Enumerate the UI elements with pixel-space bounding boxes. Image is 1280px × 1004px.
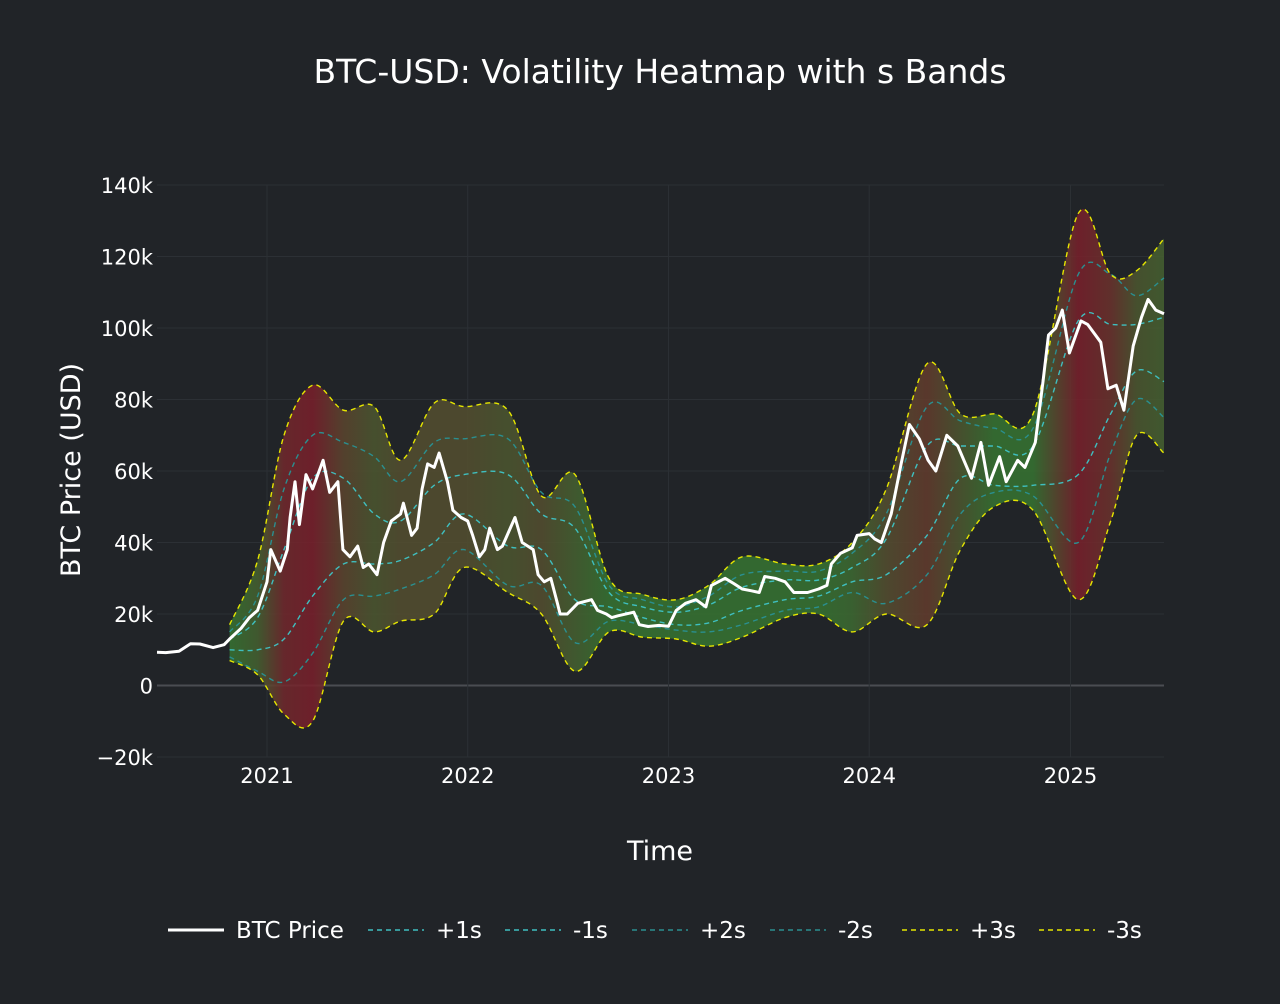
legend-item[interactable]: BTC Price [168, 918, 344, 944]
price-line-layer [156, 297, 1165, 655]
x-tick-label: 2024 [842, 764, 895, 788]
x-tick-label: 2021 [240, 764, 293, 788]
band-line-plus2s [229, 261, 1165, 633]
y-tick-label: 40k [114, 532, 154, 556]
y-tick-label: 80k [114, 389, 154, 413]
band-line-minus3s [229, 431, 1165, 729]
x-tick-label: 2025 [1044, 764, 1097, 788]
legend-item[interactable]: -2s [770, 918, 873, 944]
legend-label: -2s [838, 918, 873, 944]
legend-item[interactable]: +3s [902, 918, 1016, 944]
axes: −20k 0 20k 40k 60k 80k 100k 120k 140k 2021 2022 202… [97, 174, 1098, 788]
legend-item[interactable]: +2s [632, 918, 746, 944]
legend-label: -1s [573, 918, 608, 944]
band-line-minus1s [229, 369, 1165, 652]
x-tick-label: 2022 [441, 764, 494, 788]
y-tick-label: 60k [114, 460, 154, 484]
y-tick-label: 100k [101, 317, 154, 341]
legend-item[interactable]: +1s [368, 918, 482, 944]
band-line-plus3s [228, 208, 1165, 625]
y-axis-title: BTC Price (USD) [56, 363, 87, 577]
sigma-band-lines [228, 208, 1165, 729]
y-tick-label: 120k [101, 246, 154, 270]
legend-label: -3s [1107, 918, 1142, 944]
y-tick-label: 140k [101, 174, 154, 198]
x-axis-title: Time [626, 836, 693, 867]
legend: BTC Price +1s -1s +2s -2s +3s -3s [168, 918, 1142, 944]
y-tick-label: 20k [114, 603, 154, 627]
y-tick-label: −20k [97, 746, 154, 770]
legend-label: +2s [700, 918, 746, 944]
legend-label: BTC Price [236, 918, 344, 944]
volatility-heatmap-area [229, 209, 1165, 729]
legend-label: +3s [970, 918, 1016, 944]
legend-item[interactable]: -3s [1039, 918, 1142, 944]
band-line-plus1s [229, 312, 1165, 640]
band-line-minus2s [229, 397, 1165, 684]
x-tick-label: 2023 [642, 764, 695, 788]
volatility-heatmap-fill [229, 209, 1165, 729]
y-tick-label: 0 [140, 675, 153, 699]
legend-label: +1s [436, 918, 482, 944]
btc-price-line [156, 297, 1165, 655]
legend-item[interactable]: -1s [505, 918, 608, 944]
chart-title: BTC-USD: Volatility Heatmap with s Bands [313, 52, 1006, 91]
